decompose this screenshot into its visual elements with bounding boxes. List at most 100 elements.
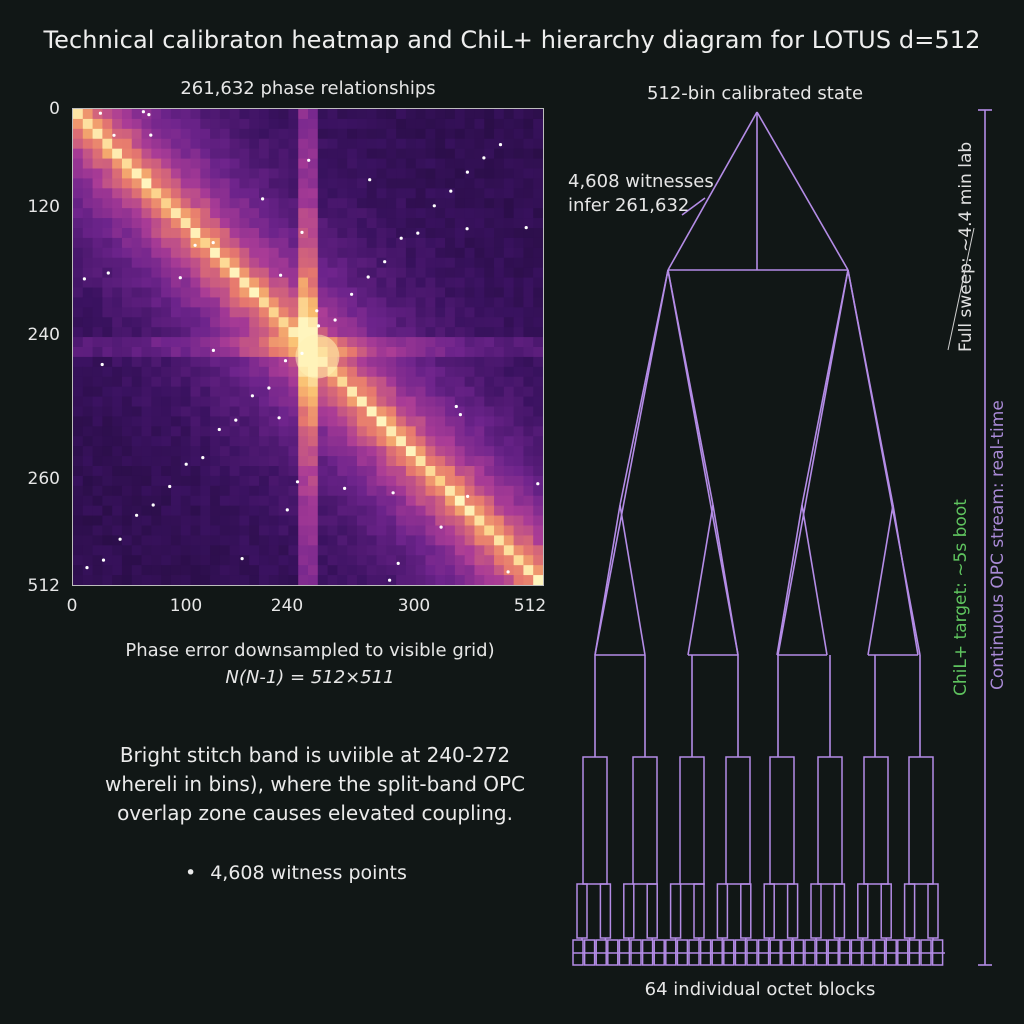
heatmap-cell [112,267,123,279]
heatmap-cell [278,257,290,269]
heatmap-cell [523,297,534,308]
heatmap-cell [239,505,250,517]
heatmap-cell [278,287,290,299]
witness-point [300,351,304,355]
heatmap-cell [308,267,319,279]
heatmap-cell [454,376,466,388]
heatmap-cell [356,505,368,517]
heatmap-cell [474,347,485,358]
heatmap-cell [161,228,172,239]
heatmap-cell [131,198,143,209]
heatmap-cell [121,495,133,507]
heatmap-cell [82,138,94,150]
heatmap-cell [190,188,201,199]
heatmap-cell [386,426,397,437]
heatmap-cell [415,456,427,467]
heatmap-cell [190,575,201,585]
heatmap-cell [288,247,299,259]
heatmap-cell [533,168,543,180]
heatmap-cell [308,317,319,328]
heatmap-cell [141,158,152,170]
heatmap-cell [268,228,280,239]
heatmap-cell [200,396,211,408]
heatmap-cell [131,495,143,507]
heatmap-cell [366,426,378,437]
heatmap-cell [376,525,387,537]
heatmap-cell [239,267,250,279]
heatmap-cell [503,228,515,239]
heatmap-cell [82,118,94,130]
heatmap-cell [73,376,84,388]
heatmap-cell [356,337,368,348]
heatmap-cell [415,158,427,170]
heatmap-cell [131,396,143,408]
heatmap-cell [308,237,319,249]
heatmap-cell [386,257,397,269]
heatmap-cell [533,148,543,160]
heatmap-cell [347,426,358,437]
heatmap-cell [210,178,221,189]
heatmap-cell [513,267,525,279]
heatmap-cell [405,426,417,437]
heatmap-cell [190,555,201,566]
heatmap-cell [112,109,123,120]
heatmap-cell [317,148,329,160]
heatmap-cell [200,446,211,457]
heatmap-cell [190,148,201,160]
heatmap-cell [180,218,192,229]
heatmap-cell [356,287,368,299]
heatmap-cell [141,138,152,150]
heatmap-cell [219,535,231,546]
heatmap-cell [425,356,436,368]
heatmap-cell [239,366,250,378]
heatmap-cell [337,267,348,279]
heatmap-cell [161,148,172,160]
heatmap-cell [356,466,368,477]
heatmap-cell [415,118,427,130]
heatmap-cell [415,525,427,537]
heatmap-cell [454,307,466,318]
heatmap-cell [298,545,309,556]
heatmap-cell [317,466,329,477]
heatmap-cell [92,277,103,289]
heatmap-cell [317,426,329,437]
heatmap-cell [405,158,417,170]
heatmap-cell [200,356,211,368]
heatmap-cell [494,426,505,437]
heatmap-cell [180,228,192,239]
heatmap-cell [503,208,515,219]
witness-line-1: 4,608 witnesses [568,171,714,192]
heatmap-cell [102,485,113,497]
heatmap-cell [278,456,290,467]
heatmap-cell [366,386,378,398]
heatmap-cell [190,208,201,219]
heatmap-cell [102,297,113,308]
heatmap-cell [464,109,476,120]
heatmap-cell [386,347,397,358]
heatmap-cell [180,267,192,279]
witness-point [343,486,347,490]
heatmap-cell [298,396,309,408]
heatmap-cell [141,237,152,249]
heatmap-cell [405,446,417,457]
heatmap-cell [288,257,299,269]
heatmap-cell [474,138,485,150]
heatmap-cell [347,347,358,358]
heatmap-cell [298,565,309,576]
heatmap-cell [131,485,143,497]
heatmap-cell [180,287,192,299]
heatmap-cell [73,287,84,299]
heatmap-cell [327,495,338,507]
heatmap-cell [386,228,397,239]
heatmap-cell [278,208,290,219]
heatmap-cell [112,505,123,517]
heatmap-cell [170,456,182,467]
heatmap-cell [308,277,319,289]
heatmap-cell [151,436,162,447]
heatmap-cell [259,575,270,585]
heatmap-cell [445,565,456,576]
heatmap-cell [464,158,476,170]
heatmap-cell [347,228,358,239]
heatmap-cell [288,148,299,160]
heatmap-cell [298,416,309,427]
